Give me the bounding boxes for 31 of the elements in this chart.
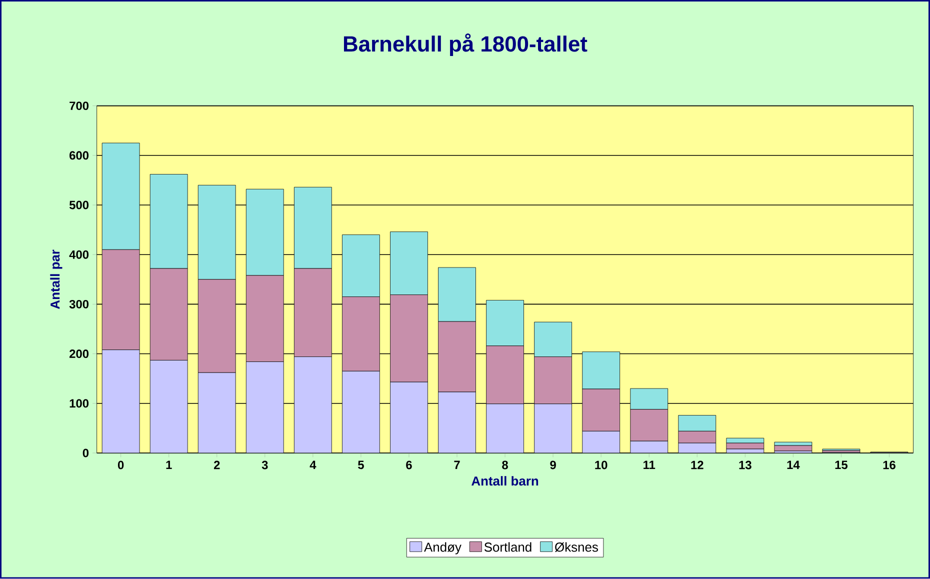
x-tick-label: 10	[595, 460, 608, 470]
x-tick-label: 8	[502, 460, 508, 470]
chart-title: Barnekull på 1800-tallet	[344, 34, 588, 56]
x-tick-label: 0	[118, 460, 124, 470]
y-tick-label: 600	[70, 151, 89, 160]
y-axis-title: Antall par	[50, 250, 62, 310]
legend-label: Andøy	[424, 542, 462, 554]
y-tick-label: 0	[82, 448, 89, 458]
x-tick-label: 1	[166, 460, 172, 470]
legend-label: Sortland	[484, 542, 532, 552]
x-tick-label: 7	[454, 460, 460, 470]
x-tick-label: 13	[739, 460, 752, 470]
legend-label: Øksnes	[554, 542, 598, 552]
y-tick-label: 500	[69, 200, 89, 210]
y-tick-label: 400	[69, 250, 89, 259]
x-tick-label: 9	[550, 460, 556, 470]
x-tick-label: 6	[406, 460, 412, 470]
y-tick-label: 200	[70, 350, 89, 358]
x-tick-label: 5	[358, 460, 364, 470]
y-tick-label: 300	[69, 300, 89, 309]
x-tick-label: 3	[262, 460, 268, 470]
x-tick-label: 12	[691, 460, 704, 470]
x-tick-label: 4	[310, 460, 316, 470]
y-tick-label: 700	[70, 102, 89, 110]
x-tick-label: 2	[214, 460, 220, 470]
y-tick-label: 100	[70, 399, 89, 408]
x-tick-label: 15	[835, 460, 848, 470]
x-tick-label: 16	[883, 460, 896, 470]
x-axis-title: Antall barn	[472, 476, 538, 486]
x-tick-label: 14	[787, 460, 800, 470]
x-tick-label: 11	[644, 460, 656, 470]
